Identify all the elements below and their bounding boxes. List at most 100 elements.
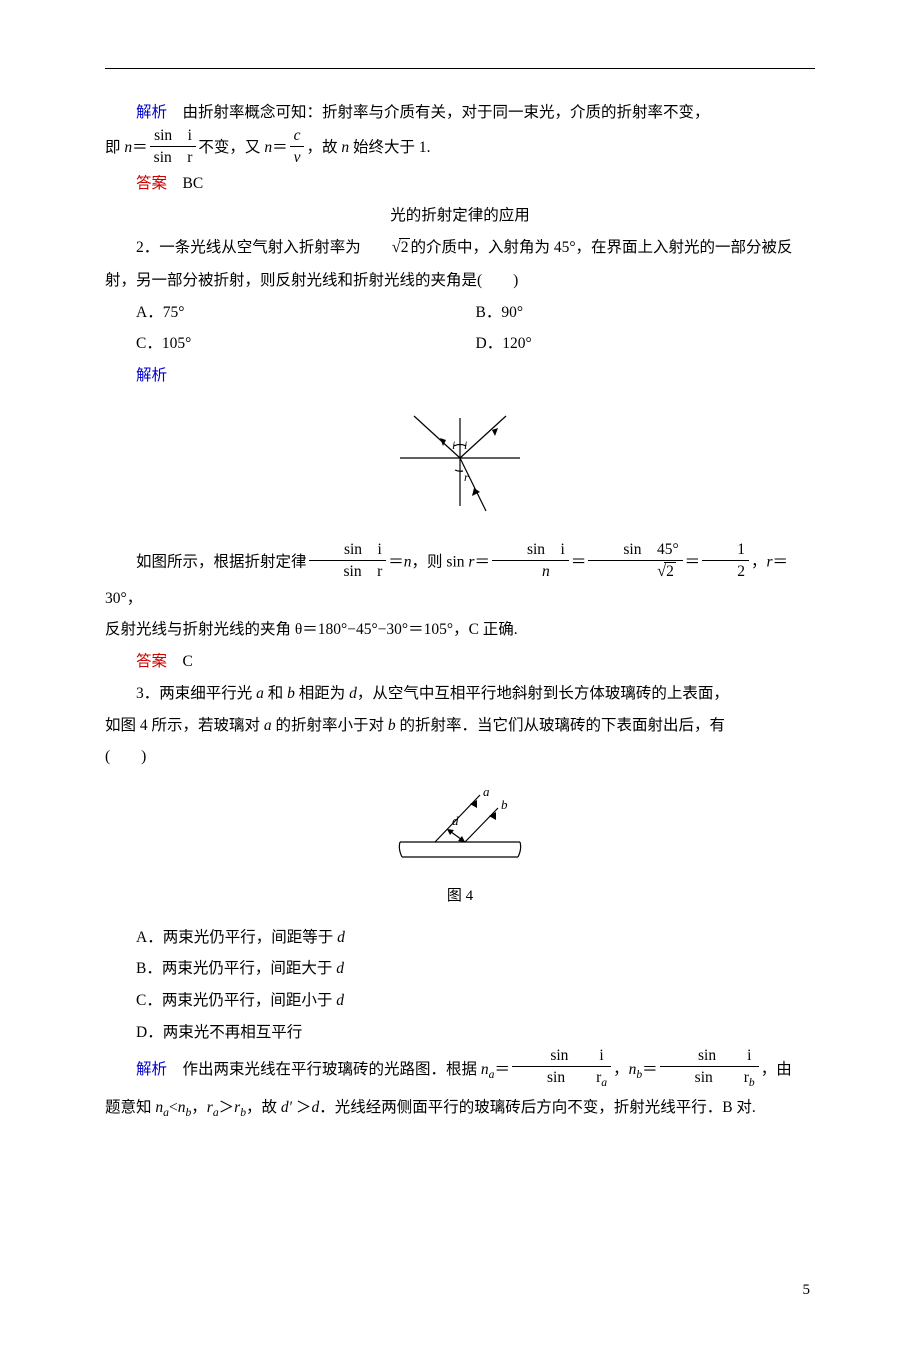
p6-f2d-sub: b xyxy=(749,1076,755,1089)
q3-line3: ( ) xyxy=(105,741,815,773)
q2-opts-row1: A．75° B．90° xyxy=(136,297,815,329)
q3-line1: 3．两束细平行光 a 和 b 相距为 d，从空气中互相平行地斜射到长方体玻璃砖的… xyxy=(105,678,815,710)
p4-f4n: 1 xyxy=(702,541,749,560)
q2-optB: B．90° xyxy=(476,297,816,329)
sqrt-2-rad: 2 xyxy=(399,238,411,256)
fig2-caption: 图 4 xyxy=(105,881,815,912)
fig1-r: r xyxy=(464,470,469,484)
frac-sin-i-r: sin isin r xyxy=(150,127,197,166)
q3-l2c: 的折射率．当它们从玻璃砖的下表面射出后，有 xyxy=(396,717,725,734)
p6-gt2: ＞ xyxy=(292,1099,311,1116)
p4-f3n: sin 45° xyxy=(588,541,682,560)
p4-frac1: sin isin r xyxy=(309,541,387,580)
p6-f2d-pre: sin r xyxy=(695,1069,749,1086)
frac-num: sin i xyxy=(150,127,197,146)
p6-f2n: sin i xyxy=(660,1047,759,1066)
eq-tail2: 始终大于 1. xyxy=(349,139,430,156)
p6-mid: ， xyxy=(613,1061,629,1078)
p4-mid5: ， xyxy=(751,553,767,570)
frac-den: sin r xyxy=(150,146,197,166)
p4-pre: 如图所示，根据折射定律 xyxy=(136,553,307,570)
q2-stem: 2．一条光线从空气射入折射率为2的介质中，入射角为 45°，在界面上入射光的一部… xyxy=(105,231,815,296)
q3-a2: a xyxy=(264,717,272,734)
q2-opts-row2: C．105° D．120° xyxy=(136,328,815,360)
fig1-i-left: i xyxy=(452,438,455,452)
p6-f2d: sin rb xyxy=(660,1066,759,1090)
p6-na: n xyxy=(481,1061,489,1078)
q3-optD: D．两束光不再相互平行 xyxy=(105,1017,815,1049)
figure-1: i i r xyxy=(105,406,815,533)
p6-f1d-pre: sin r xyxy=(547,1069,601,1086)
fig2-d: d xyxy=(452,813,459,828)
analysis-2: 解析 xyxy=(105,360,815,392)
p6-l2-tail: ．光线经两侧面平行的玻璃砖后方向不变，折射光线平行．B 对. xyxy=(319,1099,756,1116)
p4-frac3: sin 45° 2 xyxy=(588,541,682,581)
q3-l2b: 的折射率小于对 xyxy=(272,717,388,734)
q3C-pre: C．两束光仍平行，间距小于 xyxy=(136,992,336,1009)
eq-n-1: n xyxy=(124,139,132,156)
q3A-d: d xyxy=(337,929,345,946)
fig2-a: a xyxy=(483,787,490,799)
p6-pre: 作出两束光线在平行玻璃砖的光路图．根据 xyxy=(167,1061,481,1078)
q3B-d: d xyxy=(336,960,344,977)
q2-optC: C．105° xyxy=(136,328,476,360)
p4-frac4: 12 xyxy=(702,541,749,580)
q3-b: b xyxy=(287,685,295,702)
fig2-b: b xyxy=(501,797,508,812)
p4-eq: ＝ xyxy=(474,553,490,570)
section-heading: 光的折射定律的应用 xyxy=(105,200,815,232)
analysis-1-text: 由折射率概念可知：折射率与介质有关，对于同一束光，介质的折射率不变， xyxy=(167,104,710,121)
p4-mid3: ＝ xyxy=(571,553,587,570)
eq-mid: 不变，又 xyxy=(198,139,264,156)
p6-l2-mid: ，故 xyxy=(246,1099,281,1116)
answer-1: 答案 BC xyxy=(105,168,815,200)
p4-mid1: ＝ xyxy=(388,553,404,570)
p4-mid2: ，则 sin xyxy=(412,553,469,570)
q3B-pre: B．两束光仍平行，间距大于 xyxy=(136,960,336,977)
page-root: 解析 由折射率概念可知：折射率与介质有关，对于同一束光，介质的折射率不变， 即 … xyxy=(0,68,920,1370)
p4-f3d-sqrt: 2 xyxy=(664,562,676,580)
analysis-1: 解析 由折射率概念可知：折射率与介质有关，对于同一束光，介质的折射率不变， xyxy=(105,97,815,129)
p4-frac2: sin in xyxy=(492,541,569,580)
q3A-pre: A．两束光仍平行，间距等于 xyxy=(136,929,337,946)
top-rule xyxy=(105,68,815,69)
answer-2: 答案 C xyxy=(105,646,815,678)
p6-d1: d′ xyxy=(281,1099,292,1116)
p6-frac2: sin isin rb xyxy=(660,1047,759,1090)
q3-l1d: ，从空气中互相平行地斜射到长方体玻璃砖的上表面， xyxy=(357,685,729,702)
q3C-d: d xyxy=(336,992,344,1009)
p4-f1d: sin r xyxy=(309,560,387,580)
p6-frac1: sin isin ra xyxy=(512,1047,611,1090)
figure-2: a b d 图 4 xyxy=(105,787,815,912)
q3-a: a xyxy=(256,685,264,702)
answer-label-1: 答案 xyxy=(136,175,167,192)
page-number: 5 xyxy=(803,1275,811,1306)
q3-l1b: 和 xyxy=(264,685,287,702)
p4-f4d: 2 xyxy=(702,560,749,580)
q3-line2: 如图 4 所示，若玻璃对 a 的折射率小于对 b 的折射率．当它们从玻璃砖的下表… xyxy=(105,710,815,742)
analysis-label-3: 解析 xyxy=(136,1061,167,1078)
frac-c-v: cv xyxy=(290,127,305,166)
q3-b2: b xyxy=(388,717,396,734)
analysis-2-body: 如图所示，根据折射定律sin isin r＝n，则 sin r＝sin in＝s… xyxy=(105,543,815,615)
q3-optB: B．两束光仍平行，间距大于 d xyxy=(105,953,815,985)
glass-slab-diagram: a b d xyxy=(370,787,550,867)
eq-tail1: ，故 xyxy=(306,139,341,156)
fig1-i-right: i xyxy=(464,438,467,452)
p4-mid4: ＝ xyxy=(685,553,701,570)
p6-lt: < xyxy=(169,1099,178,1116)
q3-d: d xyxy=(349,685,357,702)
p6-tail: ，由 xyxy=(761,1061,792,1078)
p6-c1: ， xyxy=(191,1099,207,1116)
p6-f1n: sin i xyxy=(512,1047,611,1066)
analysis-label-2: 解析 xyxy=(136,367,167,384)
p6-f1d: sin ra xyxy=(512,1066,611,1090)
q2-label: 2．一条光线从空气射入折射率为 xyxy=(136,239,361,256)
sqrt-2: 2 xyxy=(361,231,411,264)
analysis-3-line2: 题意知 na<nb，ra＞rb，故 d′ ＞d．光线经两侧面平行的玻璃砖后方向不… xyxy=(105,1092,815,1125)
analysis-2-body2: 反射光线与折射光线的夹角 θ＝180°−45°−30°＝105°，C 正确. xyxy=(105,614,815,646)
eq-tail-n: n xyxy=(341,139,349,156)
q3-l1a: 3．两束细平行光 xyxy=(136,685,256,702)
answer-2-text: C xyxy=(167,653,193,670)
answer-label-2: 答案 xyxy=(136,653,167,670)
